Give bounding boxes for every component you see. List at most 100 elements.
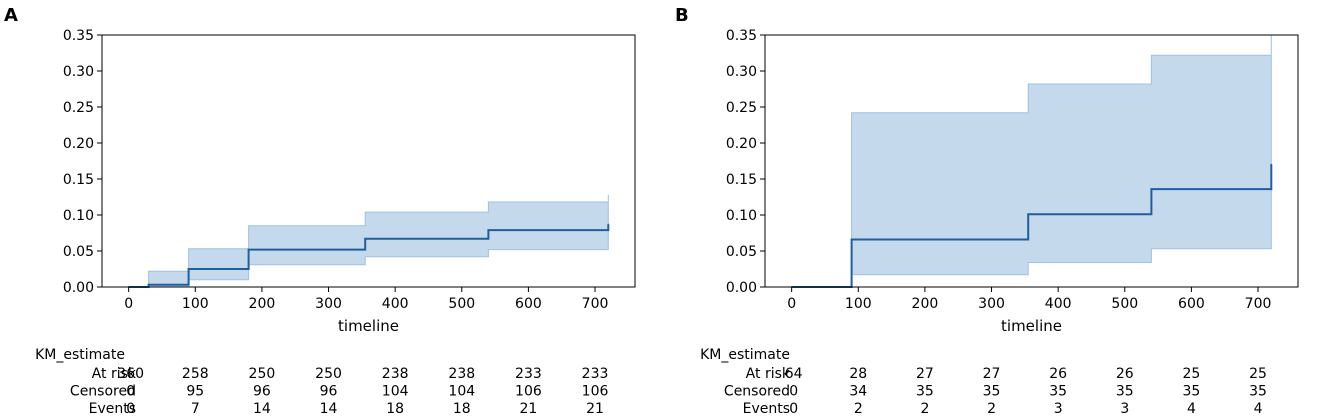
km-step-point	[187, 268, 190, 270]
risk-cell: 35	[1249, 384, 1267, 400]
x-tick-label: 600	[1178, 296, 1205, 312]
km-step-point	[1270, 163, 1273, 166]
risk-cell: 21	[586, 401, 604, 417]
risk-cell: 0	[126, 401, 135, 417]
risk-table-title: KM_estimate	[35, 347, 125, 363]
panel-a: A0 100 200 300 400 500 600 7000.000.050.100.150…	[4, 5, 636, 417]
plot-frame	[764, 34, 1299, 288]
km-step-point	[607, 223, 610, 226]
risk-cell: 250	[315, 366, 342, 382]
risk-row-label: Events	[743, 401, 790, 417]
x-tick-label: 500	[1111, 296, 1138, 312]
risk-cell: 3	[1054, 401, 1063, 417]
risk-cell: 21	[519, 401, 537, 417]
y-tick-label: 0.35	[726, 28, 757, 44]
risk-cell: 2	[987, 401, 996, 417]
risk-cell: 104	[382, 384, 409, 400]
x-tick-label: 400	[1045, 296, 1072, 312]
risk-cell: 14	[253, 401, 271, 417]
y-tick-label: 0.30	[63, 64, 94, 80]
risk-cell: 360	[117, 366, 144, 382]
risk-cell: 34	[849, 384, 867, 400]
y-tick-label: 0.10	[726, 208, 757, 224]
panel-b: B0 100 200 300 400 500 600 7000.000.050.100.150…	[675, 5, 1299, 417]
y-tick-label: 0.20	[63, 136, 94, 152]
risk-cell: 25	[1182, 366, 1200, 382]
risk-cell: 18	[386, 401, 404, 417]
risk-row-label: Censored	[70, 384, 136, 400]
risk-cell: 35	[916, 384, 934, 400]
plot-frame	[101, 34, 636, 288]
y-tick-label: 0.20	[726, 136, 757, 152]
confidence-band	[128, 194, 609, 288]
risk-cell: 233	[582, 366, 609, 382]
risk-cell: 35	[1049, 384, 1067, 400]
risk-row-label: At risk	[746, 366, 791, 382]
y-tick-label: 0.05	[63, 244, 94, 260]
risk-row-label: At risk	[92, 366, 137, 382]
risk-cell: 0	[126, 384, 135, 400]
x-tick-label: 0	[124, 296, 133, 312]
x-tick-label: 100	[845, 296, 872, 312]
y-tick-label: 0.10	[63, 208, 94, 224]
y-tick-label: 0.15	[63, 172, 94, 188]
risk-cell: 0	[789, 384, 798, 400]
risk-cell: 106	[582, 384, 609, 400]
x-tick-label: 400	[382, 296, 409, 312]
risk-cell: 35	[1182, 384, 1200, 400]
risk-cell: 238	[448, 366, 475, 382]
risk-cell: 28	[849, 366, 867, 382]
risk-cell: 4	[1254, 401, 1263, 417]
risk-cell: 35	[1116, 384, 1134, 400]
x-axis-label: timeline	[1001, 317, 1062, 335]
x-axis-label: timeline	[338, 317, 399, 335]
risk-cell: 27	[983, 366, 1001, 382]
risk-cell: 2	[920, 401, 929, 417]
km-step-point	[850, 238, 853, 241]
km-step-point	[247, 248, 250, 251]
panel-label: B	[675, 5, 689, 26]
risk-cell: 233	[515, 366, 542, 382]
risk-cell: 104	[448, 384, 475, 400]
y-tick-label: 0.35	[63, 28, 94, 44]
km-step-point	[147, 284, 150, 286]
x-tick-label: 600	[515, 296, 542, 312]
y-tick-label: 0.25	[63, 100, 94, 116]
km-step-point	[364, 238, 367, 240]
risk-cell: 95	[186, 384, 204, 400]
y-tick-label: 0.00	[726, 280, 757, 296]
x-tick-label: 200	[912, 296, 939, 312]
risk-table-title: KM_estimate	[700, 347, 790, 363]
risk-cell: 106	[515, 384, 542, 400]
x-tick-label: 700	[582, 296, 609, 312]
y-tick-label: 0.00	[63, 280, 94, 296]
risk-cell: 18	[453, 401, 471, 417]
x-tick-label: 200	[249, 296, 276, 312]
risk-row-label: Events	[89, 401, 136, 417]
km-step-point	[1027, 213, 1029, 216]
risk-cell: 14	[320, 401, 338, 417]
y-tick-label: 0.05	[726, 244, 757, 260]
y-tick-label: 0.30	[726, 64, 757, 80]
risk-cell: 25	[1249, 366, 1267, 382]
risk-cell: 64	[785, 366, 803, 382]
risk-cell: 2	[854, 401, 863, 417]
km-step-point	[487, 229, 490, 231]
risk-cell: 250	[249, 366, 276, 382]
risk-cell: 27	[916, 366, 934, 382]
risk-cell: 238	[382, 366, 409, 382]
x-tick-label: 100	[182, 296, 209, 312]
x-tick-label: 700	[1245, 296, 1272, 312]
risk-cell: 258	[182, 366, 209, 382]
confidence-band	[791, 35, 1272, 288]
y-tick-label: 0.15	[726, 172, 757, 188]
risk-cell: 35	[983, 384, 1001, 400]
panel-label: A	[4, 5, 18, 26]
risk-cell: 96	[320, 384, 338, 400]
risk-cell: 4	[1187, 401, 1196, 417]
risk-cell: 96	[253, 384, 271, 400]
risk-row-label: Censored	[724, 384, 790, 400]
x-tick-label: 500	[448, 296, 475, 312]
risk-cell: 0	[789, 401, 798, 417]
